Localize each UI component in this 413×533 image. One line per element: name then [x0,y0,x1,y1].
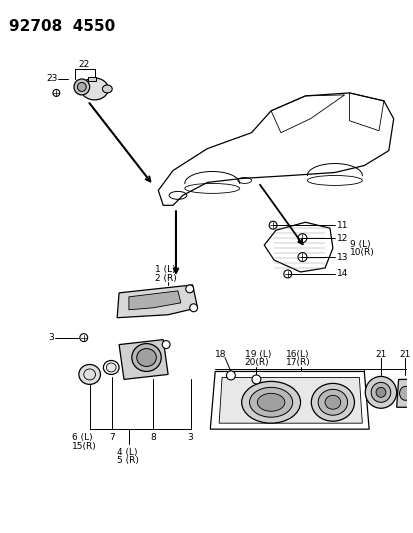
Text: 20(R): 20(R) [244,358,268,367]
Text: 23: 23 [46,75,58,84]
Text: 10(R): 10(R) [349,247,373,256]
Text: 22: 22 [78,60,89,69]
Ellipse shape [311,383,354,421]
Ellipse shape [324,395,340,409]
Text: 2 (R): 2 (R) [155,274,177,284]
Ellipse shape [226,371,235,380]
Text: 21: 21 [374,350,385,359]
Text: 4 (L): 4 (L) [117,448,137,457]
Ellipse shape [364,376,396,408]
Text: 9 (L): 9 (L) [349,240,369,248]
Ellipse shape [103,360,119,375]
Ellipse shape [102,85,112,93]
Text: 3: 3 [48,333,54,342]
Ellipse shape [370,382,390,402]
Text: 15(R): 15(R) [72,441,97,450]
Ellipse shape [318,389,347,415]
Ellipse shape [77,83,86,92]
Ellipse shape [399,386,411,400]
Ellipse shape [185,285,193,293]
Ellipse shape [283,270,291,278]
Polygon shape [117,285,197,318]
Ellipse shape [81,78,108,100]
Text: 11: 11 [336,221,347,230]
Ellipse shape [241,382,300,423]
Ellipse shape [74,79,90,95]
Text: 21: 21 [399,350,410,359]
Ellipse shape [257,393,284,411]
Ellipse shape [162,341,170,349]
Ellipse shape [189,304,197,312]
Ellipse shape [252,375,260,384]
Ellipse shape [375,387,385,397]
Ellipse shape [136,349,156,367]
Ellipse shape [80,334,88,342]
Ellipse shape [131,344,161,372]
Text: 1 (L): 1 (L) [155,265,176,274]
Text: 18: 18 [215,350,226,359]
Text: 13: 13 [336,253,347,262]
Text: 12: 12 [336,233,347,243]
Text: 16(L): 16(L) [285,350,309,359]
Ellipse shape [106,363,116,372]
Text: 5 (R): 5 (R) [117,456,139,465]
Text: 19 (L): 19 (L) [244,350,271,359]
Text: 6 (L): 6 (L) [72,433,93,442]
Text: 8: 8 [150,433,156,442]
Ellipse shape [268,221,276,229]
Ellipse shape [53,90,59,96]
Polygon shape [119,340,168,379]
Text: 92708  4550: 92708 4550 [9,19,115,34]
Polygon shape [128,291,180,310]
Text: 3: 3 [187,433,193,442]
Text: 17(R): 17(R) [285,358,310,367]
Polygon shape [218,377,361,423]
Ellipse shape [249,387,292,417]
Text: 7: 7 [109,433,115,442]
Ellipse shape [79,365,100,384]
Ellipse shape [297,253,306,262]
Text: 14: 14 [336,270,347,278]
Ellipse shape [297,233,306,243]
Polygon shape [88,77,95,81]
Polygon shape [396,379,413,407]
